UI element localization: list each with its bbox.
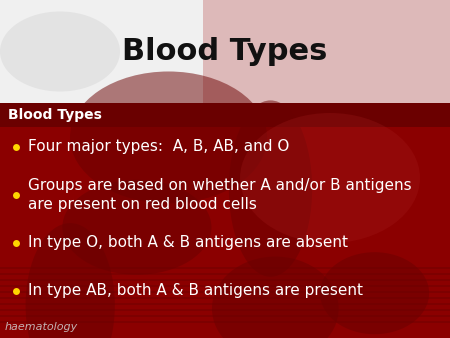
Ellipse shape	[26, 223, 115, 338]
Ellipse shape	[0, 11, 120, 92]
Bar	[0, 315, 450, 317]
Ellipse shape	[240, 113, 420, 243]
Bar	[0, 0, 202, 103]
Text: In type AB, both A & B antigens are present: In type AB, both A & B antigens are pres…	[28, 284, 363, 298]
Bar	[0, 309, 450, 311]
Text: haematology: haematology	[5, 322, 78, 332]
Bar	[202, 0, 450, 103]
Bar	[0, 279, 450, 281]
Ellipse shape	[63, 180, 212, 275]
Bar	[0, 303, 450, 305]
Bar	[0, 285, 450, 287]
Bar	[0, 291, 450, 293]
Text: Blood Types: Blood Types	[8, 108, 102, 122]
Text: Blood Types: Blood Types	[122, 37, 328, 66]
Ellipse shape	[320, 252, 429, 334]
Text: Groups are based on whether A and/or B antigens
are present on red blood cells: Groups are based on whether A and/or B a…	[28, 178, 412, 212]
Bar	[0, 127, 450, 338]
Bar	[0, 297, 450, 299]
Bar	[0, 321, 450, 323]
Bar	[0, 103, 450, 127]
Bar	[0, 273, 450, 275]
Bar	[0, 0, 450, 103]
Text: Four major types:  A, B, AB, and O: Four major types: A, B, AB, and O	[28, 140, 289, 154]
Ellipse shape	[70, 71, 267, 203]
Bar	[0, 267, 450, 269]
Text: In type O, both A & B antigens are absent: In type O, both A & B antigens are absen…	[28, 236, 348, 250]
Ellipse shape	[229, 100, 312, 277]
Ellipse shape	[212, 257, 339, 338]
